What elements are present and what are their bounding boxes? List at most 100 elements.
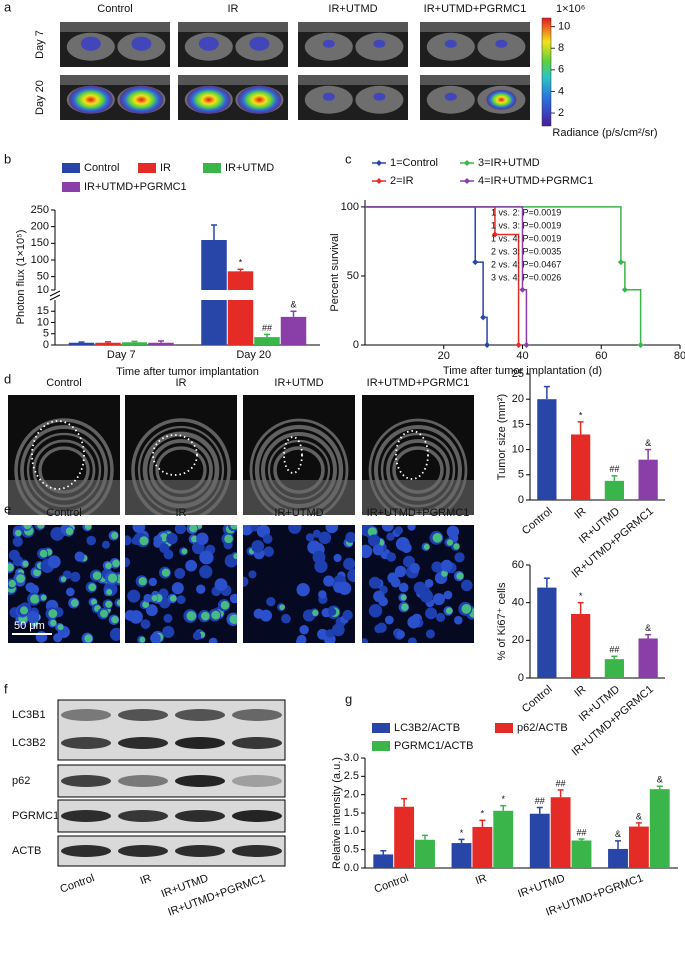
ki67-signal [15, 529, 22, 537]
signal [495, 39, 508, 48]
nucleus [407, 525, 416, 531]
nucleus [70, 571, 81, 582]
bar [451, 843, 472, 868]
nucleus [192, 631, 202, 641]
bar [472, 826, 493, 868]
nucleus [333, 581, 345, 593]
nucleus [443, 590, 453, 600]
legend-label: 2=IR [390, 175, 414, 187]
legend-label: p62/ACTB [517, 722, 568, 734]
ki67-signal [111, 532, 119, 540]
y-tick-label: 20 [512, 634, 524, 646]
image-group [362, 395, 474, 515]
y-tick-label: 250 [31, 204, 49, 216]
significance-marker: ## [609, 645, 619, 655]
column-label: IR+UTMD [274, 377, 323, 389]
blot-band [118, 810, 168, 822]
blot-band [232, 737, 282, 749]
tissue [8, 480, 120, 515]
legend-swatch [62, 163, 80, 173]
y-tick-label: 60 [512, 559, 524, 571]
bar [201, 300, 227, 345]
ki67-signal [441, 570, 448, 577]
image-top [178, 22, 288, 32]
x-tick-label: Control [373, 872, 410, 895]
nucleus [373, 590, 385, 603]
nucleus [140, 619, 151, 629]
y-tick-label: 10 [37, 284, 49, 296]
nucleus [409, 562, 420, 574]
ki67-signal [33, 568, 41, 577]
ki67-signal [151, 595, 158, 602]
tissue-ring [131, 418, 231, 515]
colorbar-tick-label: 6 [558, 64, 564, 76]
nucleus [396, 630, 405, 639]
x-tick-label: IR+UTMD [516, 872, 566, 900]
tumor-outline [152, 434, 198, 476]
image-top [298, 22, 408, 32]
nucleus [446, 525, 460, 538]
significance-marker: ## [556, 778, 566, 788]
y-tick-label: 5 [43, 328, 49, 340]
column-label: Control [59, 872, 96, 895]
blot-band [61, 775, 111, 787]
ki67-signal [105, 600, 113, 608]
bar [628, 826, 649, 868]
nucleus [431, 561, 443, 573]
y-tick-label: 0.0 [344, 862, 359, 874]
significance-marker: & [290, 300, 296, 310]
nucleus [248, 570, 257, 579]
legend-label: IR+UTMD [225, 162, 274, 174]
legend-label: 4=IR+UTMD+PGRMC1 [478, 175, 593, 187]
nucleus [398, 582, 409, 593]
panel-letter: f [4, 681, 8, 696]
nucleus [109, 627, 120, 641]
ki67-signal [105, 562, 112, 569]
nucleus [367, 534, 381, 547]
signal [80, 36, 101, 51]
y-tick-label: 50 [347, 270, 359, 282]
image-top [60, 22, 170, 32]
annotation: 2 vs. 3: P=0.0035 [491, 246, 561, 256]
image-group [420, 22, 530, 67]
significance-marker: * [481, 809, 485, 819]
panel-letter: b [4, 151, 11, 166]
nucleus [387, 572, 399, 584]
nucleus [424, 579, 434, 588]
ki67-signal [139, 636, 146, 643]
point [617, 259, 624, 266]
point [637, 342, 644, 348]
blot-band [175, 810, 225, 822]
nucleus [432, 593, 445, 606]
nucleus [425, 629, 435, 639]
y-axis-label: % of Ki67⁺ cells [496, 582, 508, 660]
nucleus [196, 584, 206, 594]
column-label: IR+UTMD [274, 507, 323, 519]
point [523, 342, 530, 348]
column-label: IR+UTMD+PGRMC1 [166, 872, 267, 918]
nucleus [185, 559, 198, 572]
nucleus [394, 526, 404, 535]
nucleus [127, 589, 141, 603]
signal [131, 36, 152, 51]
significance-marker: & [645, 438, 651, 448]
colorbar-tick-label: 10 [558, 21, 570, 33]
ki67-signal [39, 549, 48, 558]
ki67-signal [432, 532, 443, 543]
y-tick-label: 2.0 [344, 789, 359, 801]
ki67-signal [8, 579, 16, 588]
image-group [243, 525, 355, 643]
ki67-signal [230, 525, 237, 530]
column-label: IR [139, 872, 153, 887]
signal [237, 85, 282, 114]
panel-letter: g [345, 691, 352, 706]
annotation: 3 vs. 4: P=0.0026 [491, 272, 561, 282]
y-tick-label: 5 [518, 469, 524, 481]
nucleus [296, 583, 310, 597]
signal [444, 92, 457, 101]
nucleus [266, 597, 276, 607]
blot-band [118, 775, 168, 787]
legend-swatch [495, 723, 513, 733]
bar [227, 300, 254, 345]
